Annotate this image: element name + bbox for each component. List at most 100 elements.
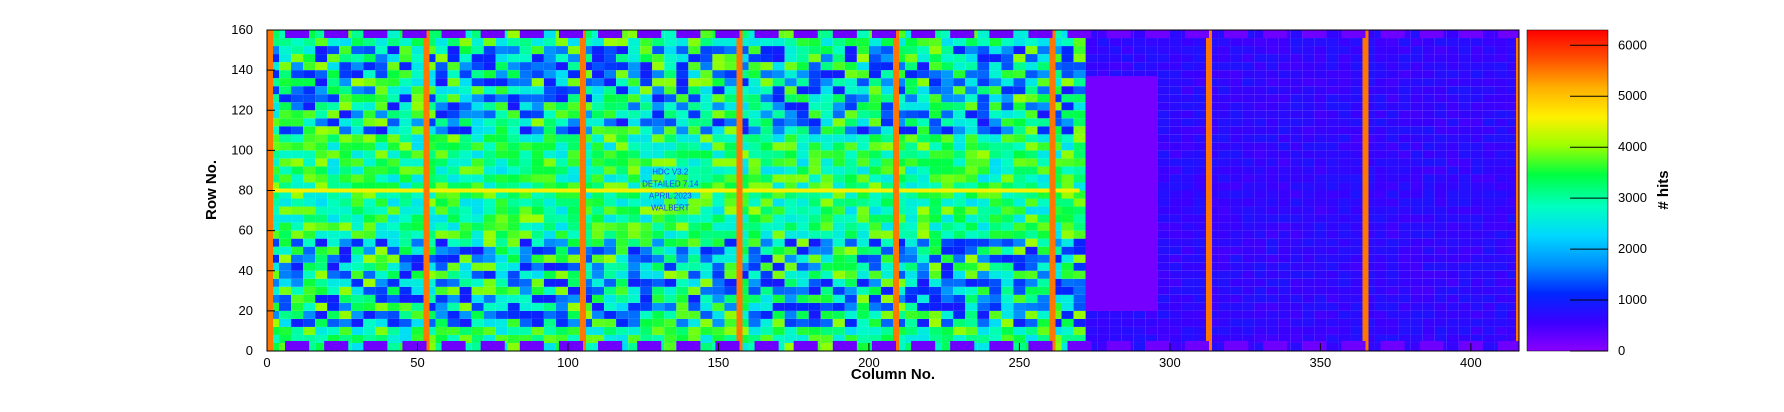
heatmap-cell [339, 166, 352, 175]
heatmap-cell [1025, 142, 1038, 151]
heatmap-cell [507, 278, 520, 287]
heatmap-cell [712, 70, 725, 79]
heatmap-cell [712, 230, 725, 239]
heatmap-cell [868, 310, 881, 319]
heatmap-cell [965, 134, 978, 143]
heatmap-cell [796, 294, 809, 303]
heatmap-cell [604, 278, 617, 287]
heatmap-cell [1410, 294, 1423, 303]
heatmap-cell [989, 110, 1002, 119]
heatmap-cell [1386, 302, 1399, 311]
heatmap-cell [327, 70, 340, 79]
heatmap-cell [1350, 238, 1363, 247]
heatmap-cell [604, 238, 617, 247]
heatmap-cell [1398, 166, 1411, 175]
heatmap-cell [1097, 310, 1110, 319]
heatmap-cell [929, 190, 942, 199]
heatmap-cell [519, 126, 532, 135]
heatmap-cell [905, 238, 918, 247]
heatmap-cell [640, 254, 653, 263]
heatmap-cell [363, 246, 376, 255]
heatmap-cell [1470, 254, 1483, 263]
heatmap-cell [941, 222, 954, 231]
heatmap-cell [784, 326, 797, 335]
heatmap-cell [1193, 150, 1206, 159]
heatmap-cell [1410, 30, 1423, 39]
heatmap-cell [965, 94, 978, 103]
heatmap-cell [291, 270, 304, 279]
heatmap-cell [688, 46, 701, 55]
heatmap-cell [555, 118, 568, 127]
heatmap-cell [604, 110, 617, 119]
heatmap-cell [832, 214, 845, 223]
heatmap-cell [628, 70, 641, 79]
heatmap-cell [1434, 118, 1447, 127]
heatmap-cell [664, 174, 677, 183]
heatmap-cell [1254, 334, 1267, 343]
heatmap-cell [1218, 190, 1231, 199]
heatmap-cell [796, 310, 809, 319]
heatmap-cell [1506, 102, 1519, 111]
heatmap-cell [1470, 110, 1483, 119]
heatmap-cell [567, 110, 580, 119]
heatmap-cell [989, 206, 1002, 215]
heatmap-cell [1326, 110, 1339, 119]
heatmap-cell [1230, 78, 1243, 87]
heatmap-cell [351, 230, 364, 239]
heatmap-cell [748, 158, 761, 167]
heatmap-cell [279, 70, 292, 79]
heatmap-cell [411, 150, 424, 159]
heatmap-cell [495, 102, 508, 111]
heatmap-cell [796, 94, 809, 103]
heatmap-cell [793, 340, 818, 351]
heatmap-cell [471, 190, 484, 199]
heatmap-cell [905, 102, 918, 111]
heatmap-cell [1302, 190, 1315, 199]
heatmap-cell [832, 158, 845, 167]
heatmap-cell [820, 134, 833, 143]
heatmap-cell [868, 262, 881, 271]
heatmap-cell [291, 62, 304, 71]
heatmap-cell [640, 38, 653, 47]
heatmap-cell [1037, 78, 1050, 87]
heatmap-cell [1157, 150, 1170, 159]
heatmap-cell [844, 286, 857, 295]
heatmap-cell [856, 206, 869, 215]
y-tick-label: 140 [231, 62, 253, 77]
heatmap-cell [399, 158, 412, 167]
heatmap-cell [1073, 206, 1086, 215]
heatmap-cell [1386, 70, 1399, 79]
heatmap-cell [1362, 30, 1369, 351]
heatmap-cell [279, 118, 292, 127]
heatmap-cell [1410, 214, 1423, 223]
heatmap-cell [628, 54, 641, 63]
heatmap-cell [411, 302, 424, 311]
heatmap-cell [411, 86, 424, 95]
heatmap-cell [820, 174, 833, 183]
heatmap-cell [1218, 262, 1231, 271]
heatmap-cell [652, 334, 665, 343]
heatmap-cell [808, 62, 821, 71]
heatmap-cell [1470, 198, 1483, 207]
heatmap-cell [748, 126, 761, 135]
heatmap-cell [1230, 214, 1243, 223]
heatmap-cell [905, 254, 918, 263]
heatmap-cell [1266, 86, 1279, 95]
heatmap-cell [531, 270, 544, 279]
heatmap-cell [953, 126, 966, 135]
heatmap-cell [724, 190, 737, 199]
heatmap-cell [327, 254, 340, 263]
heatmap-cell [1242, 270, 1255, 279]
heatmap-cell [688, 262, 701, 271]
heatmap-cell [411, 54, 424, 63]
heatmap-cell [555, 254, 568, 263]
heatmap-cell [1193, 214, 1206, 223]
heatmap-cell [664, 206, 677, 215]
heatmap-cell [880, 190, 893, 199]
heatmap-cell [447, 206, 460, 215]
heatmap-cell [1506, 158, 1519, 167]
heatmap-cell [640, 246, 653, 255]
heatmap-cell [1230, 94, 1243, 103]
heatmap-cell [1434, 246, 1447, 255]
heatmap-cell [772, 142, 785, 151]
